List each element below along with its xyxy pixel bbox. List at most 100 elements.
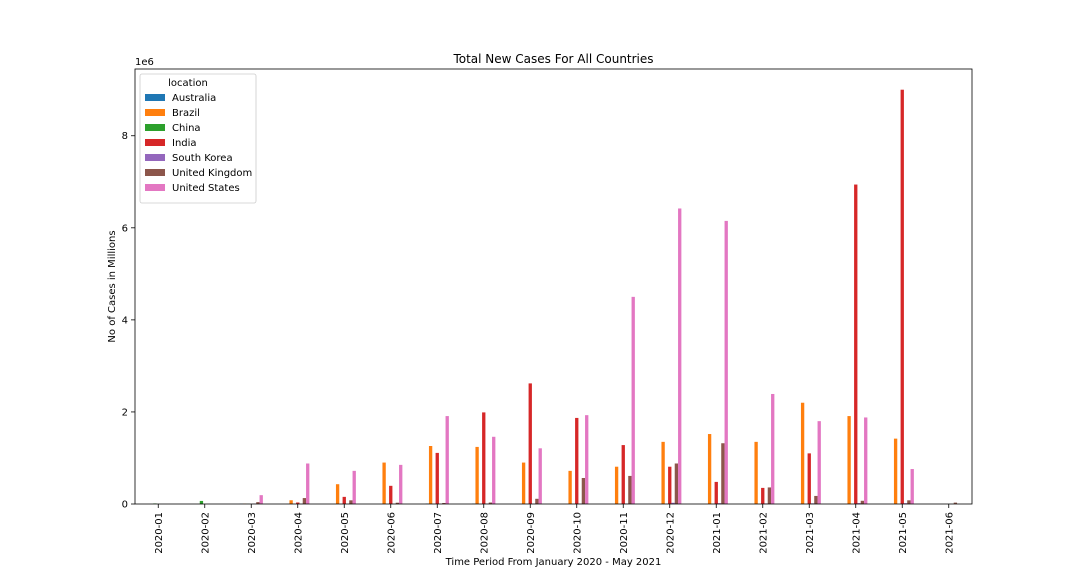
bar-united-kingdom-2020-12 (674, 463, 679, 504)
bar-brazil-2020-04 (289, 500, 293, 504)
x-tick-label: 2020-02 (200, 512, 211, 554)
bar-united-kingdom-2021-02 (767, 487, 772, 504)
x-tick-label: 2021-02 (758, 512, 769, 554)
bar-united-states-2020-11 (631, 296, 635, 504)
bar-united-states-2020-07 (445, 416, 449, 504)
legend-swatch-united-states (145, 184, 165, 191)
x-tick-label: 2020-05 (340, 512, 351, 554)
bar-united-kingdom-2020-05 (349, 500, 353, 504)
bar-brazil-2021-01 (707, 434, 712, 504)
bar-united-states-2020-10 (585, 415, 589, 504)
bar-united-states-2020-06 (399, 464, 403, 504)
bar-united-kingdom-2020-04 (302, 498, 307, 504)
legend-label-united-states: United States (172, 183, 240, 194)
y-axis-label: No of Cases in Millions (107, 230, 118, 342)
bar-united-kingdom-2020-10 (581, 477, 586, 504)
bar-united-states-2021-04 (864, 417, 868, 504)
bar-india-2021-02 (761, 487, 765, 504)
bar-brazil-2020-06 (382, 462, 386, 504)
bar-united-kingdom-2020-07 (442, 502, 446, 504)
bar-china-2020-02 (199, 500, 204, 504)
bar-united-states-2020-04 (306, 463, 310, 504)
legend-swatch-india (145, 139, 165, 146)
bar-india-2020-12 (668, 466, 672, 504)
bar-india-2021-05 (900, 89, 904, 505)
bar-south-korea-2020-12 (671, 502, 675, 504)
bar-india-2020-04 (296, 502, 300, 504)
bar-united-states-2020-05 (352, 470, 356, 504)
bar-india-2020-07 (435, 452, 439, 504)
x-tick-label: 2020-06 (386, 512, 397, 554)
bar-brazil-2020-10 (568, 470, 572, 504)
bar-brazil-2020-11 (614, 466, 619, 504)
x-tick-label: 2020-10 (572, 512, 583, 554)
x-tick-label: 2021-06 (944, 512, 955, 554)
x-tick-label: 2020-01 (154, 512, 165, 554)
bar-brazil-2020-12 (661, 441, 665, 504)
legend-swatch-brazil (145, 109, 165, 116)
bar-united-states-2021-05 (910, 469, 914, 504)
legend-label-china: China (172, 123, 201, 134)
legend-label-india: India (172, 138, 197, 149)
legend-title: location (168, 78, 208, 89)
y-tick-label: 8 (122, 131, 128, 142)
bar-united-kingdom-2020-03 (256, 502, 260, 504)
bar-united-states-2020-09 (538, 448, 542, 504)
bar-india-2021-01 (714, 481, 718, 504)
x-tick-label: 2021-04 (851, 512, 862, 554)
bar-india-2020-06 (389, 485, 393, 504)
legend-label-united-kingdom: United Kingdom (172, 168, 252, 179)
bar-india-2021-04 (854, 184, 858, 505)
y-tick-label: 6 (122, 223, 128, 234)
bar-india-2020-08 (482, 412, 486, 504)
x-tick-label: 2021-03 (805, 512, 816, 554)
axes-group: 0 2 4 6 8 2020-01 2020-02 2020-03 2020-04 2020-05… (122, 68, 973, 554)
legend-box (139, 73, 257, 204)
legend-label-south-korea: South Korea (172, 153, 233, 164)
legend-swatch-south-korea (145, 154, 165, 161)
bar-india-2021-03 (807, 453, 811, 504)
bar-brazil-2020-07 (428, 446, 433, 504)
y-tick-label: 4 (122, 315, 128, 326)
bar-brazil-2021-05 (893, 438, 898, 504)
bar-united-kingdom-2021-06 (953, 502, 958, 504)
bar-united-kingdom-2020-11 (628, 475, 632, 504)
x-tick-label: 2020-12 (665, 512, 676, 554)
bar-united-states-2021-02 (771, 393, 775, 504)
bars-group (153, 89, 958, 505)
y-axis-multiplier: 1e6 (135, 57, 154, 68)
bar-united-kingdom-2021-05 (907, 500, 911, 504)
x-tick-label: 2020-08 (479, 512, 490, 554)
bar-brazil-2020-08 (475, 446, 479, 504)
x-tick-label: 2020-11 (619, 512, 630, 554)
bar-united-kingdom-2020-08 (488, 502, 493, 504)
x-tick-label: 2020-07 (433, 512, 444, 554)
legend-label-australia: Australia (172, 93, 216, 104)
chart-title: Total New Cases For All Countries (452, 52, 653, 66)
bar-united-states-2020-12 (678, 208, 682, 505)
x-tick-label: 2021-05 (898, 512, 909, 554)
x-tick-label: 2021-01 (712, 512, 723, 554)
bar-united-kingdom-2021-04 (860, 500, 865, 504)
bar-brazil-2020-09 (521, 462, 526, 504)
bar-united-kingdom-2020-06 (395, 502, 400, 504)
bar-united-kingdom-2021-03 (814, 495, 818, 504)
y-tick-label: 2 (122, 407, 128, 418)
bar-united-kingdom-2020-09 (535, 498, 539, 504)
bar-south-korea-2021-01 (717, 503, 722, 504)
bar-india-2020-11 (621, 445, 625, 504)
bar-united-states-2020-08 (492, 436, 496, 504)
y-tick-label: 0 (122, 500, 128, 511)
legend-label-brazil: Brazil (172, 108, 200, 119)
bar-brazil-2020-05 (335, 484, 340, 504)
x-tick-label: 2020-04 (293, 512, 304, 554)
x-tick-label: 2020-09 (526, 512, 537, 554)
x-axis-label: Time Period From January 2020 - May 2021 (445, 557, 662, 568)
bar-india-2020-05 (342, 496, 346, 504)
bar-brazil-2021-04 (847, 416, 851, 504)
bar-united-states-2021-03 (817, 421, 821, 504)
legend-swatch-australia (145, 94, 165, 101)
bar-india-2020-10 (575, 417, 579, 504)
bar-brazil-2021-03 (800, 402, 805, 504)
